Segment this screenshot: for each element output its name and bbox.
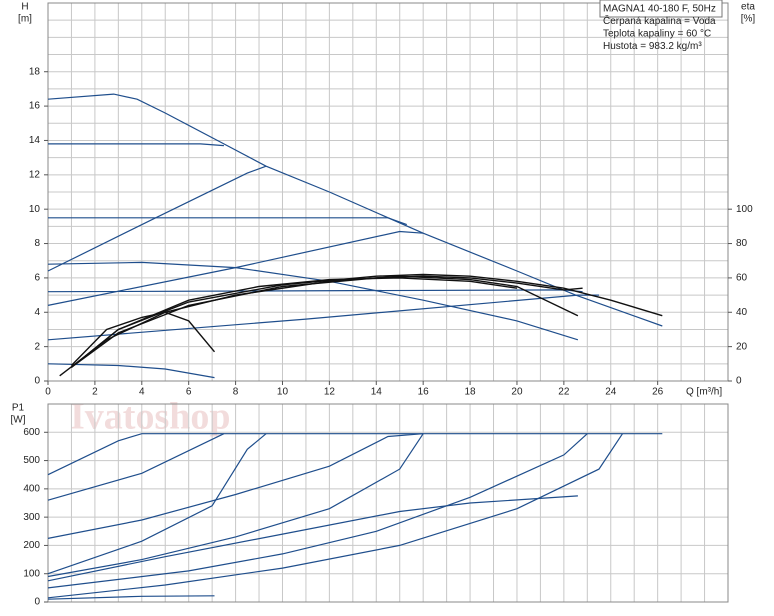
x-axis-label: Q [m³/h]	[686, 387, 722, 398]
info-line: Hustota = 983.2 kg/m³	[603, 41, 702, 52]
y2-tick-label: 20	[736, 341, 748, 352]
curve	[70, 273, 663, 368]
y-axis-unit: [W]	[11, 415, 26, 426]
y-tick-label: 100	[23, 568, 40, 579]
plot-frame	[47, 403, 729, 603]
y2-tick-label: 0	[736, 376, 742, 387]
y2-axis-label: eta	[741, 2, 755, 13]
y2-tick-label: 100	[736, 204, 753, 215]
y-tick-label: 12	[29, 169, 41, 180]
x-tick-label: 16	[418, 387, 430, 398]
x-tick-label: 20	[511, 387, 523, 398]
plot-frame	[47, 2, 729, 382]
y-tick-label: 14	[29, 135, 41, 146]
y-tick-label: 600	[23, 427, 40, 438]
x-tick-label: 8	[233, 387, 239, 398]
curve	[70, 275, 583, 368]
curve	[59, 275, 579, 377]
x-tick-label: 4	[139, 387, 145, 398]
y2-tick-label: 40	[736, 307, 748, 318]
y-tick-label: 500	[23, 455, 40, 466]
curve	[47, 289, 583, 293]
info-line: MAGNA1 40-180 F, 50Hz	[603, 4, 716, 15]
x-tick-label: 6	[186, 387, 192, 398]
y-tick-label: 6	[34, 273, 40, 284]
y-axis-label: P1	[12, 403, 25, 414]
info-line: Teplota kapaliny = 60 °C	[603, 29, 711, 40]
y2-tick-label: 80	[736, 238, 748, 249]
x-tick-label: 18	[465, 387, 477, 398]
y-tick-label: 200	[23, 540, 40, 551]
x-tick-label: 10	[277, 387, 289, 398]
y-tick-label: 300	[23, 512, 40, 523]
y-axis-unit: [m]	[18, 14, 32, 25]
x-tick-label: 26	[652, 387, 664, 398]
x-tick-label: 14	[371, 387, 383, 398]
y-axis-label: H	[21, 2, 28, 13]
x-tick-label: 12	[324, 387, 336, 398]
curve	[47, 433, 424, 539]
curve	[47, 495, 578, 582]
watermark: Ivatoshop	[70, 396, 231, 438]
x-tick-label: 22	[558, 387, 570, 398]
curve	[47, 363, 215, 379]
y-tick-label: 4	[34, 307, 40, 318]
curve	[47, 433, 424, 578]
curve	[47, 294, 599, 341]
curve	[47, 261, 579, 341]
y-tick-label: 2	[34, 341, 40, 352]
y-tick-label: 8	[34, 238, 40, 249]
y-tick-label: 0	[34, 376, 40, 387]
curve	[70, 277, 518, 368]
y-tick-label: 16	[29, 101, 41, 112]
y-tick-label: 10	[29, 204, 41, 215]
info-line: Čerpaná kapalina = Voda	[603, 14, 716, 27]
y2-axis-unit: [%]	[741, 14, 756, 25]
curve	[47, 433, 225, 501]
curve	[48, 217, 408, 226]
curve	[47, 165, 267, 272]
info-box	[599, 0, 723, 18]
curve	[47, 433, 663, 476]
curve	[47, 433, 267, 575]
curve	[47, 433, 623, 599]
y2-tick-label: 60	[736, 273, 748, 284]
curve	[47, 433, 588, 589]
curve	[70, 311, 216, 366]
x-tick-label: 24	[605, 387, 617, 398]
x-tick-label: 0	[45, 387, 51, 398]
y-tick-label: 0	[34, 597, 40, 608]
curve	[48, 143, 224, 147]
y-tick-label: 400	[23, 483, 40, 494]
curve	[47, 595, 215, 600]
x-tick-label: 2	[92, 387, 98, 398]
y-tick-label: 18	[29, 66, 41, 77]
curve	[47, 230, 424, 306]
